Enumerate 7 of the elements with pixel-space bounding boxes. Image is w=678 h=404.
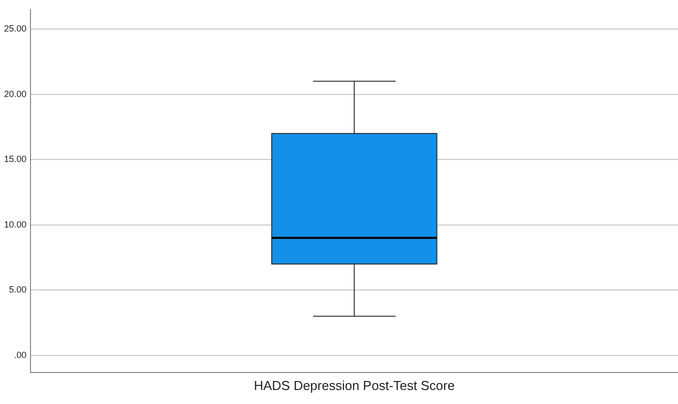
y-tick-label: 5.00 (8, 284, 27, 295)
y-tick-label: 20.00 (4, 88, 27, 99)
y-tick-label: .00 (14, 350, 27, 360)
x-tick-label: HADS Depression Post-Test Score (254, 378, 455, 393)
y-tick-label: 15.00 (4, 154, 27, 164)
y-tick-label: 10.00 (4, 219, 27, 230)
y-tick-label: 25.00 (4, 23, 27, 34)
